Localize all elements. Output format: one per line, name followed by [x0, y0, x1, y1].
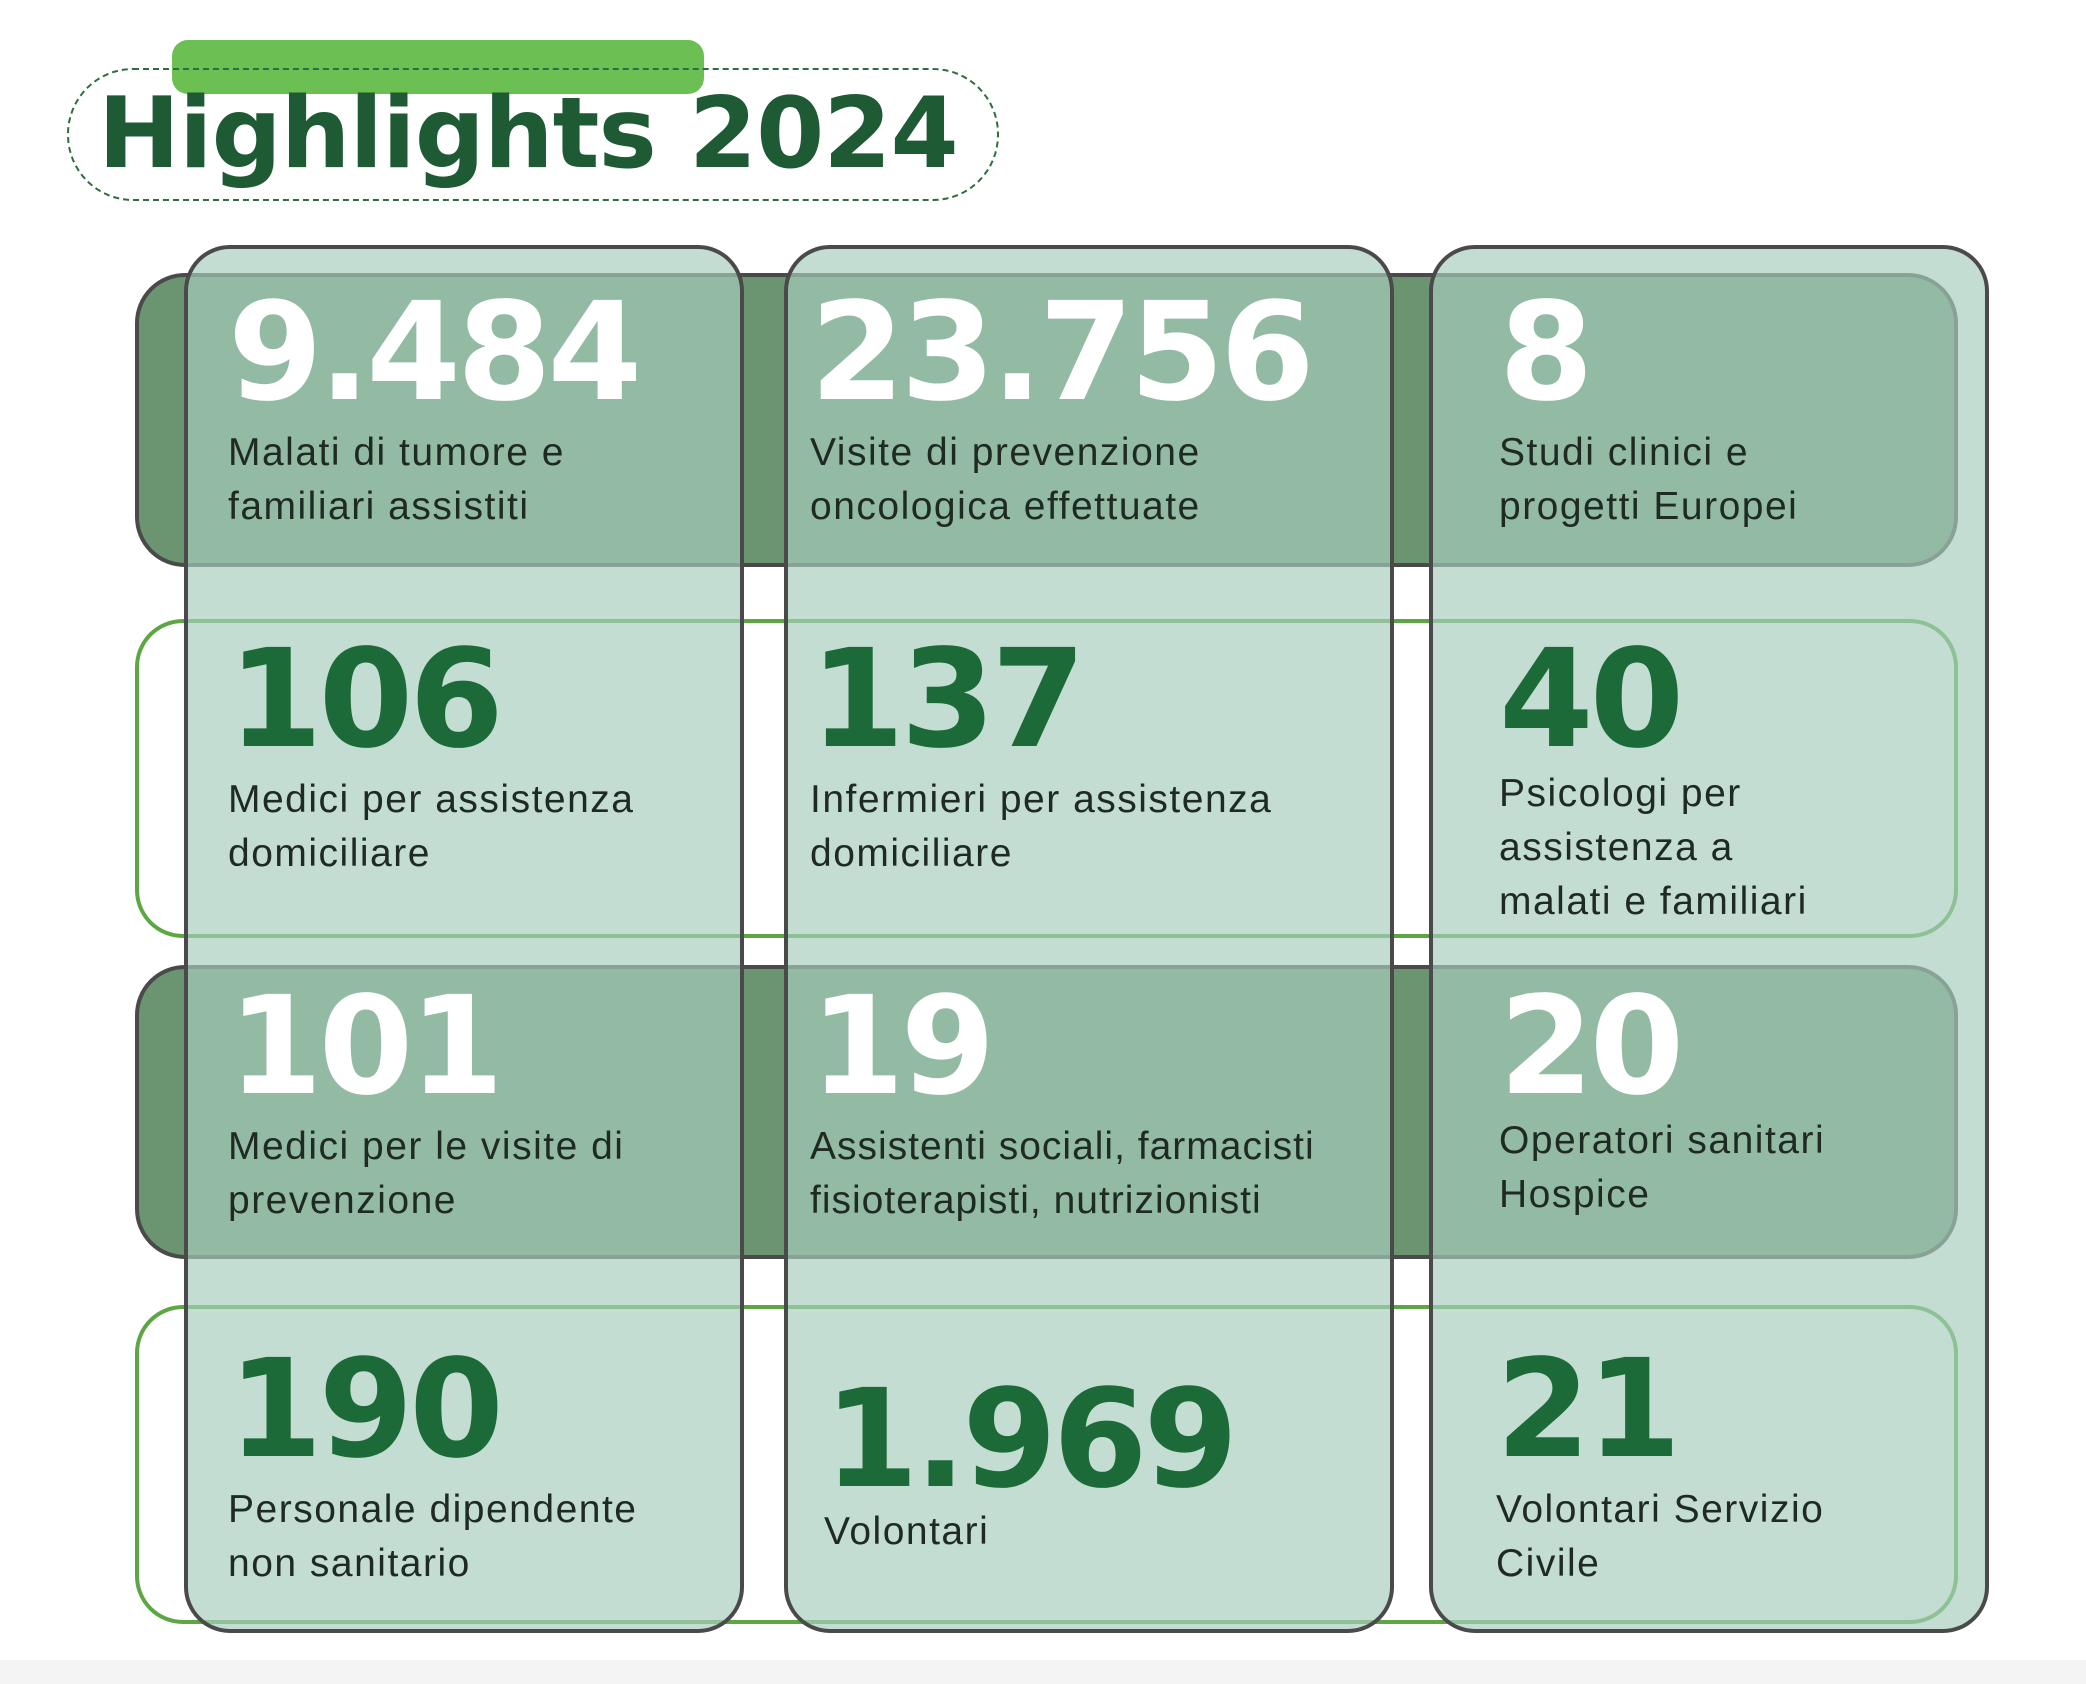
stat-label: Infermieri per assistenza domiciliare	[810, 778, 1273, 875]
stat-label: Medici per le visite di prevenzione	[228, 1125, 625, 1222]
stat-value: 23.756	[810, 274, 1315, 432]
stat-label: Volontari	[824, 1510, 990, 1553]
stat-value: 190	[228, 1331, 504, 1489]
stat-label: Psicologi per assistenza a malati e famili…	[1499, 772, 1808, 923]
stat-value: 21	[1496, 1331, 1681, 1489]
column-card-2	[784, 245, 1394, 1633]
page-bottom-edge	[0, 1660, 2086, 1684]
stat-value: 137	[810, 621, 1086, 779]
stat-value: 40	[1499, 621, 1684, 779]
stat-label: Medici per assistenza domiciliare	[228, 778, 635, 875]
stat-label: Assistenti sociali, farmacisti fisioterap…	[810, 1125, 1315, 1222]
title-dashed-frame	[67, 68, 999, 201]
stat-value: 19	[810, 968, 995, 1126]
stat-value: 1.969	[824, 1361, 1238, 1519]
stat-value: 20	[1499, 968, 1684, 1126]
stat-label: Studi clinici e progetti Europei	[1499, 431, 1799, 528]
stat-value: 101	[228, 968, 504, 1126]
stat-label: Visite di prevenzione oncologica effettua…	[810, 431, 1201, 528]
stat-label: Volontari Servizio Civile	[1496, 1488, 1825, 1585]
page-title: Highlights 2024	[98, 77, 959, 191]
stat-label: Malati di tumore e familiari assistiti	[228, 431, 565, 528]
stat-value: 9.484	[228, 274, 642, 432]
stat-value: 106	[228, 621, 504, 779]
stat-label: Personale dipendente non sanitario	[228, 1488, 638, 1585]
stat-label: Operatori sanitari Hospice	[1499, 1119, 1826, 1216]
title-accent-bar	[172, 40, 704, 94]
column-card-1	[184, 245, 744, 1633]
column-card-3	[1429, 245, 1989, 1633]
stat-value: 8	[1499, 274, 1594, 432]
